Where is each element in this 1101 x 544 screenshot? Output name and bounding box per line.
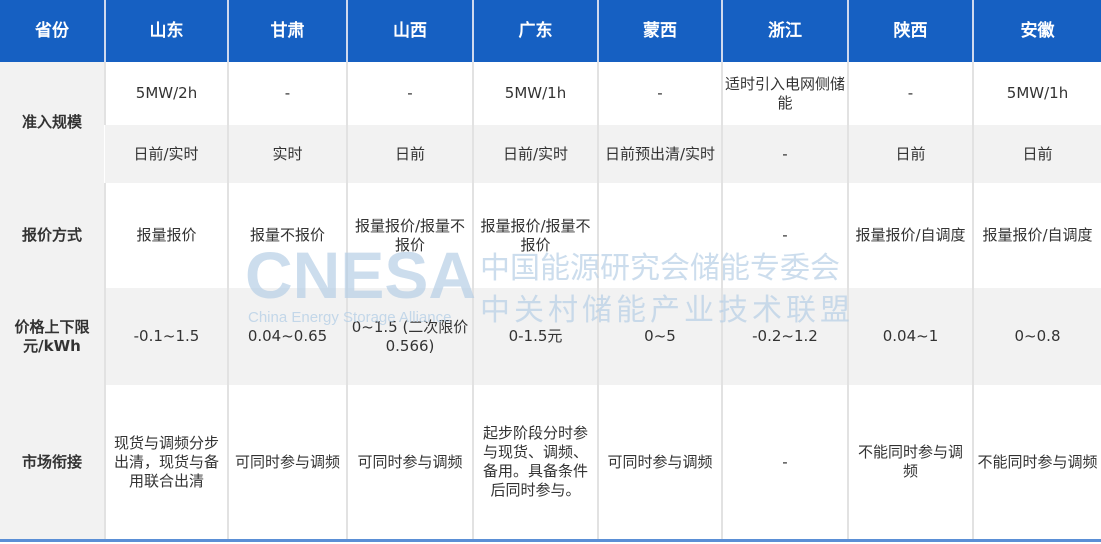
- table-cell: 5MW/1h: [472, 62, 598, 125]
- row-label-access-scale: 准入规模: [0, 62, 105, 183]
- table-row: 市场衔接 现货与调频分步出清，现货与备用联合出清 可同时参与调频 可同时参与调频…: [0, 385, 1101, 539]
- header-province-label: 省份: [0, 0, 105, 62]
- table-row: 报价方式 报量报价 报量不报价 报量报价/报量不报价 报量报价/报量不报价 - …: [0, 183, 1101, 288]
- table-cell: -: [847, 62, 973, 125]
- table-cell: -0.1~1.5: [104, 288, 228, 385]
- table-row: 价格上下限元/kWh -0.1~1.5 0.04~0.65 0~1.5 (二次限…: [0, 288, 1101, 385]
- table-cell: 起步阶段分时参与现货、调频、备用。具备条件后同时参与。: [472, 385, 598, 539]
- table-cell: 报量报价/报量不报价: [472, 183, 598, 288]
- table-cell: 适时引入电网侧储能: [721, 62, 848, 125]
- header-province: 陕西: [847, 0, 973, 62]
- table-cell: 0.04~1: [847, 288, 973, 385]
- row-label-price-limit: 价格上下限元/kWh: [0, 288, 105, 385]
- table-cell: -: [721, 125, 848, 183]
- table-cell: 不能同时参与调频: [972, 385, 1101, 539]
- table-cell: -: [346, 62, 473, 125]
- row-label-market-link: 市场衔接: [0, 385, 105, 539]
- header-province: 广东: [472, 0, 598, 62]
- table-cell: 日前/实时: [105, 125, 228, 183]
- table-row: 日前/实时 实时 日前 日前/实时 日前预出清/实时 - 日前 日前: [0, 125, 1101, 183]
- table-cell: 5MW/1h: [972, 62, 1101, 125]
- table-cell: 日前/实时: [472, 125, 598, 183]
- header-province: 安徽: [972, 0, 1101, 62]
- table-cell: -: [597, 62, 722, 125]
- table-cell: 0~0.8: [972, 288, 1101, 385]
- table-cell: 报量报价/自调度: [847, 183, 973, 288]
- table-cell: 可同时参与调频: [227, 385, 347, 539]
- table-cell: 5MW/2h: [104, 62, 228, 125]
- table-cell: -: [721, 385, 848, 539]
- bottom-rule: [0, 539, 1101, 542]
- header-province: 甘肃: [227, 0, 347, 62]
- table-cell: 0.04~0.65: [227, 288, 347, 385]
- table-cell: 现货与调频分步出清，现货与备用联合出清: [104, 385, 228, 539]
- header-province: 山西: [346, 0, 473, 62]
- table-cell: 日前预出清/实时: [597, 125, 722, 183]
- table-cell: 可同时参与调频: [597, 385, 722, 539]
- table-cell: 日前: [972, 125, 1101, 183]
- table-cell: 报量报价/自调度: [972, 183, 1101, 288]
- table-cell: [597, 183, 722, 288]
- header-row: 省份 山东 甘肃 山西 广东 蒙西 浙江 陕西 安徽: [0, 0, 1101, 62]
- header-province: 蒙西: [597, 0, 722, 62]
- table-cell: -0.2~1.2: [721, 288, 848, 385]
- header-province: 浙江: [721, 0, 848, 62]
- table-cell: 0-1.5元: [472, 288, 598, 385]
- table-cell: 报量报价: [104, 183, 228, 288]
- table-cell: 实时: [227, 125, 347, 183]
- table-cell: 日前: [346, 125, 473, 183]
- table-row: 准入规模 5MW/2h - - 5MW/1h - 适时引入电网侧储能 - 5MW…: [0, 62, 1101, 183]
- header-province: 山东: [104, 0, 228, 62]
- table-cell: 0~1.5 (二次限价0.566): [346, 288, 473, 385]
- table-cell: 日前: [847, 125, 973, 183]
- table-cell: 报量报价/报量不报价: [346, 183, 473, 288]
- table-cell: 报量不报价: [227, 183, 347, 288]
- table-cell: 0~5: [597, 288, 722, 385]
- table-cell: 不能同时参与调频: [847, 385, 973, 539]
- table-cell: -: [227, 62, 347, 125]
- table-cell: -: [721, 183, 848, 288]
- table-cell: 可同时参与调频: [346, 385, 473, 539]
- row-label-bidding: 报价方式: [0, 183, 105, 288]
